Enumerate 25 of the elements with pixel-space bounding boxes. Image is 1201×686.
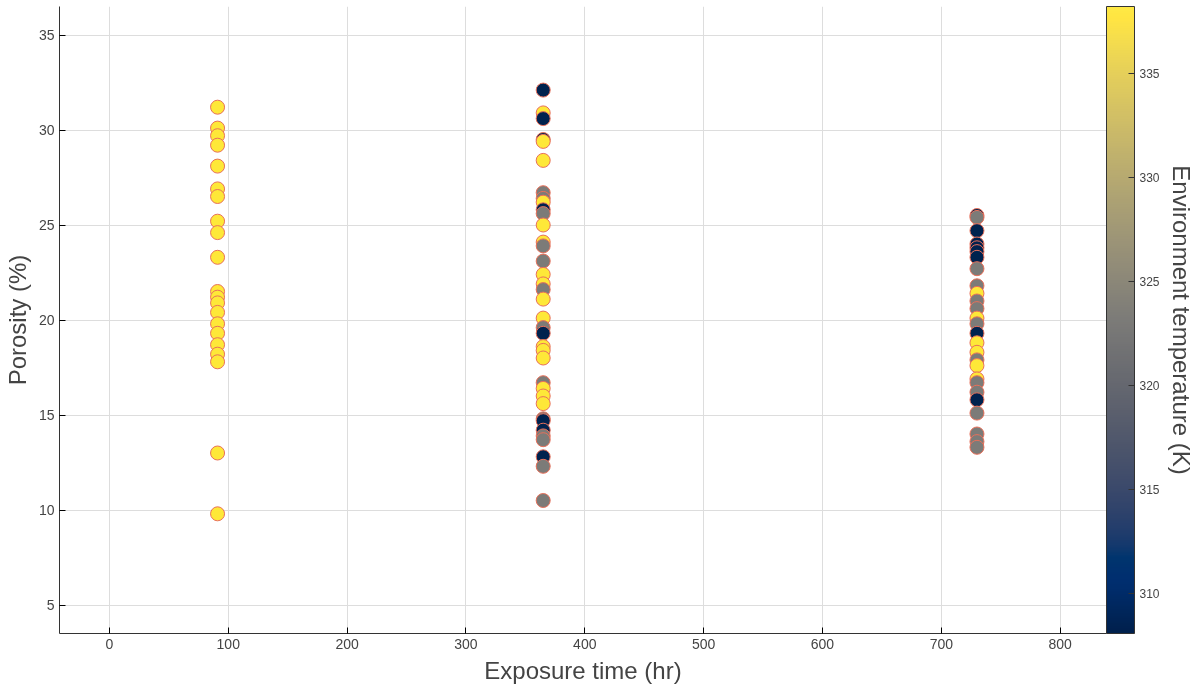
color-bar-label: 320 [1139,379,1160,394]
y-axis-title: Porosity (%) [3,254,31,386]
x-axis-title: Exposure time (hr) [484,656,682,684]
y-tick-label: 5 [46,597,55,613]
color-bar-label: 315 [1139,483,1160,498]
color-bar-label: 310 [1139,587,1160,602]
x-tick-label: 500 [691,635,716,652]
y-tick-label: 30 [38,122,55,138]
y-tick-label: 35 [38,27,55,43]
color-bar-title: Environment temperature (K) [1167,165,1195,475]
x-tick-label: 0 [105,635,114,652]
color-bar-label: 335 [1139,66,1160,81]
y-tick-label: 15 [38,407,55,423]
x-tick-label: 200 [335,635,359,652]
x-tick-label: 600 [810,635,835,652]
y-tick-label: 25 [38,217,55,233]
color-bar-label: 330 [1139,170,1160,185]
y-tick-label: 20 [38,312,55,328]
x-tick-label: 800 [1048,635,1073,652]
x-tick-label: 300 [454,635,478,652]
x-tick-label: 400 [573,635,597,652]
color-bar-label: 325 [1139,274,1160,289]
x-tick-label: 700 [929,635,954,652]
x-tick-label: 100 [216,635,241,652]
y-tick-label: 10 [38,502,55,518]
